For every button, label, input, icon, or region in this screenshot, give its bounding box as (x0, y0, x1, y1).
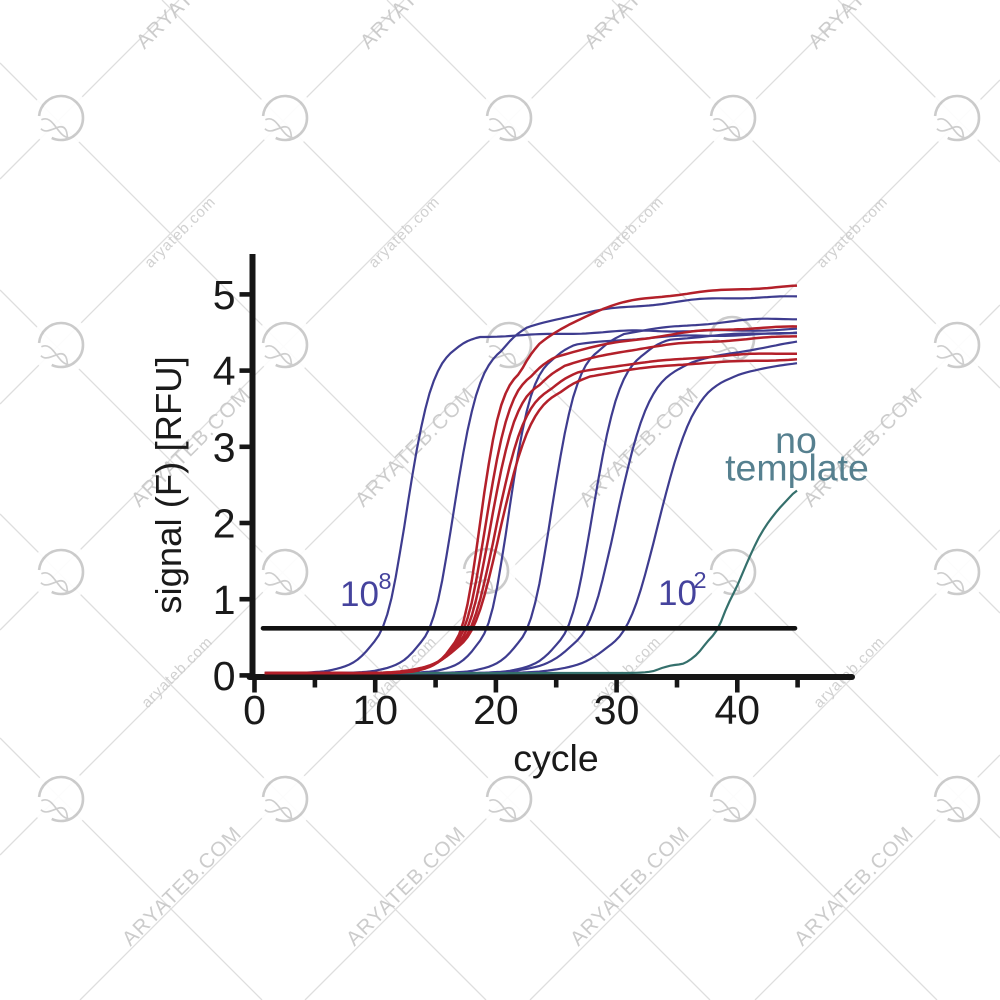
svg-text:10: 10 (340, 575, 379, 614)
svg-text:0: 0 (243, 687, 266, 733)
svg-text:0: 0 (213, 653, 236, 699)
svg-text:2: 2 (694, 567, 707, 593)
svg-text:4: 4 (213, 348, 236, 394)
svg-text:10: 10 (658, 574, 697, 613)
svg-text:30: 30 (594, 687, 640, 733)
svg-text:40: 40 (714, 687, 760, 733)
svg-text:20: 20 (473, 687, 519, 733)
svg-text:8: 8 (379, 568, 392, 594)
svg-text:template: template (725, 447, 869, 489)
svg-text:cycle: cycle (513, 737, 598, 779)
svg-text:10: 10 (352, 687, 398, 733)
svg-text:signal (F) [RFU]: signal (F) [RFU] (148, 356, 189, 614)
svg-text:5: 5 (213, 272, 236, 318)
svg-text:1: 1 (213, 577, 236, 623)
svg-text:no: no (775, 419, 817, 461)
svg-text:3: 3 (213, 424, 236, 470)
svg-text:2: 2 (213, 501, 236, 547)
